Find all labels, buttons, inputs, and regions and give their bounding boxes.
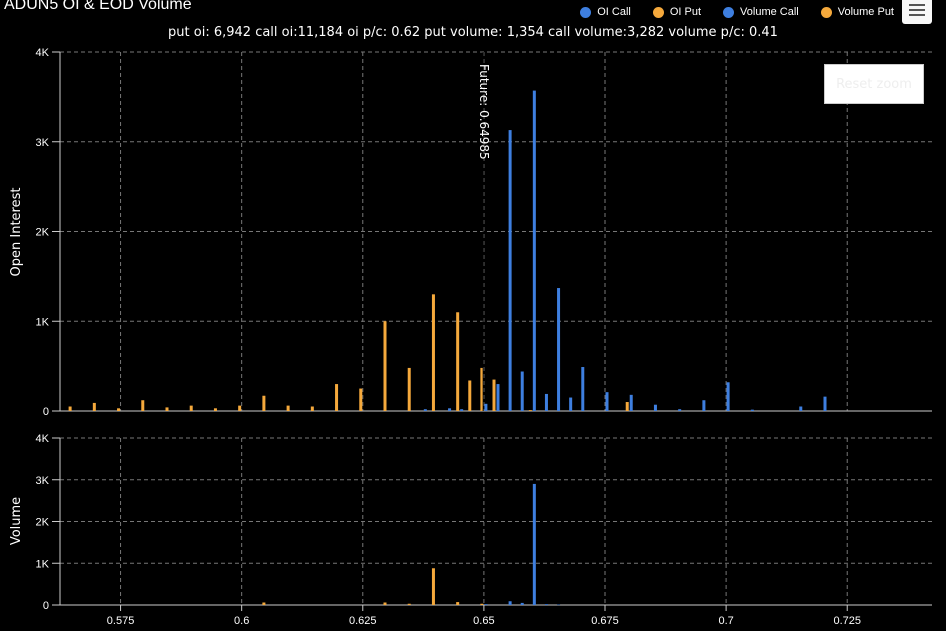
bar <box>605 392 609 411</box>
x-tick-label: 0.575 <box>107 615 135 627</box>
bar <box>520 371 524 411</box>
bar <box>238 405 242 411</box>
bar <box>262 602 266 605</box>
bar <box>823 396 827 411</box>
bar <box>532 90 536 411</box>
bar <box>92 402 96 411</box>
legend-item-volume-call[interactable]: Volume Call <box>723 6 799 18</box>
bar <box>165 407 169 411</box>
x-tick-label: 0.625 <box>349 615 377 627</box>
legend-dot-icon <box>652 6 664 18</box>
legend: OI Call OI Put Volume Call Volume Put <box>580 6 894 18</box>
bar <box>484 604 488 605</box>
bar <box>532 483 536 605</box>
bar <box>213 408 217 411</box>
x-tick-label: 0.725 <box>833 615 861 627</box>
hamburger-menu-icon[interactable] <box>902 0 932 24</box>
legend-item-volume-put[interactable]: Volume Put <box>820 6 894 18</box>
bar <box>480 367 484 411</box>
y-axis-label: Volume <box>9 497 24 545</box>
bar <box>456 312 460 411</box>
x-tick-label: 0.6 <box>234 615 249 627</box>
bar <box>492 379 496 411</box>
legend-label: OI Call <box>597 6 631 18</box>
y-tick-label: 4K <box>36 433 50 445</box>
bar <box>702 400 706 411</box>
bar <box>460 409 464 411</box>
legend-dot-icon <box>723 6 735 18</box>
bar <box>431 294 435 411</box>
y-tick-label: 3K <box>36 475 50 487</box>
x-tick-label: 0.7 <box>718 615 733 627</box>
bar <box>569 397 573 411</box>
bar <box>544 393 548 411</box>
chart-subtitle: put oi: 6,942 call oi:11,184 oi p/c: 0.6… <box>168 25 778 40</box>
bar <box>423 409 427 411</box>
bar <box>520 602 524 605</box>
bar <box>544 604 548 605</box>
y-tick-label: 2K <box>36 517 50 529</box>
bar <box>68 406 72 411</box>
bar <box>799 406 803 411</box>
legend-label: Volume Call <box>740 6 799 18</box>
bar <box>508 130 512 411</box>
x-tick-label: 0.65 <box>473 615 494 627</box>
bar <box>750 409 754 411</box>
bar <box>468 380 472 411</box>
bar <box>496 384 500 411</box>
bar <box>629 394 633 411</box>
legend-item-oi-call[interactable]: OI Call <box>580 6 631 18</box>
legend-dot-icon <box>820 6 832 18</box>
bar <box>484 403 488 411</box>
bar <box>528 410 532 411</box>
bar <box>625 402 629 411</box>
bar <box>383 602 387 605</box>
bar <box>383 321 387 411</box>
x-tick-label: 0.675 <box>591 615 619 627</box>
bar <box>189 405 193 411</box>
y-tick-label: 1K <box>36 316 50 328</box>
y-tick-label: 2K <box>36 227 50 239</box>
bar <box>726 382 730 411</box>
y-tick-label: 4K <box>36 47 50 59</box>
legend-label: Volume Put <box>837 6 894 18</box>
y-tick-label: 3K <box>36 137 50 149</box>
y-tick-label: 1K <box>36 558 50 570</box>
bar <box>678 409 682 411</box>
bar <box>359 388 363 411</box>
legend-item-oi-put[interactable]: OI Put <box>652 6 702 18</box>
chart-title: ADUN5 OI & EOD Volume <box>4 0 192 13</box>
bar <box>310 406 314 411</box>
y-axis-label: Open Interest <box>9 188 24 277</box>
bar <box>262 395 266 411</box>
y-tick-label: 0 <box>43 406 49 418</box>
future-label: Future: 0.64985 <box>477 64 491 160</box>
bar <box>407 603 411 605</box>
bar <box>557 288 561 411</box>
bar <box>581 367 585 411</box>
bar <box>431 568 435 605</box>
bar <box>286 405 290 411</box>
bar <box>480 603 484 605</box>
y-tick-label: 0 <box>43 600 49 612</box>
bar <box>407 367 411 411</box>
bar <box>508 601 512 605</box>
bar <box>117 408 121 411</box>
legend-label: OI Put <box>669 6 702 18</box>
bar <box>335 384 339 411</box>
bar <box>557 604 561 606</box>
bar <box>456 602 460 605</box>
legend-dot-icon <box>580 6 592 18</box>
bar <box>448 408 452 411</box>
reset-zoom-button[interactable]: Reset zoom <box>824 64 924 104</box>
bar <box>141 400 145 411</box>
bar <box>653 404 657 411</box>
